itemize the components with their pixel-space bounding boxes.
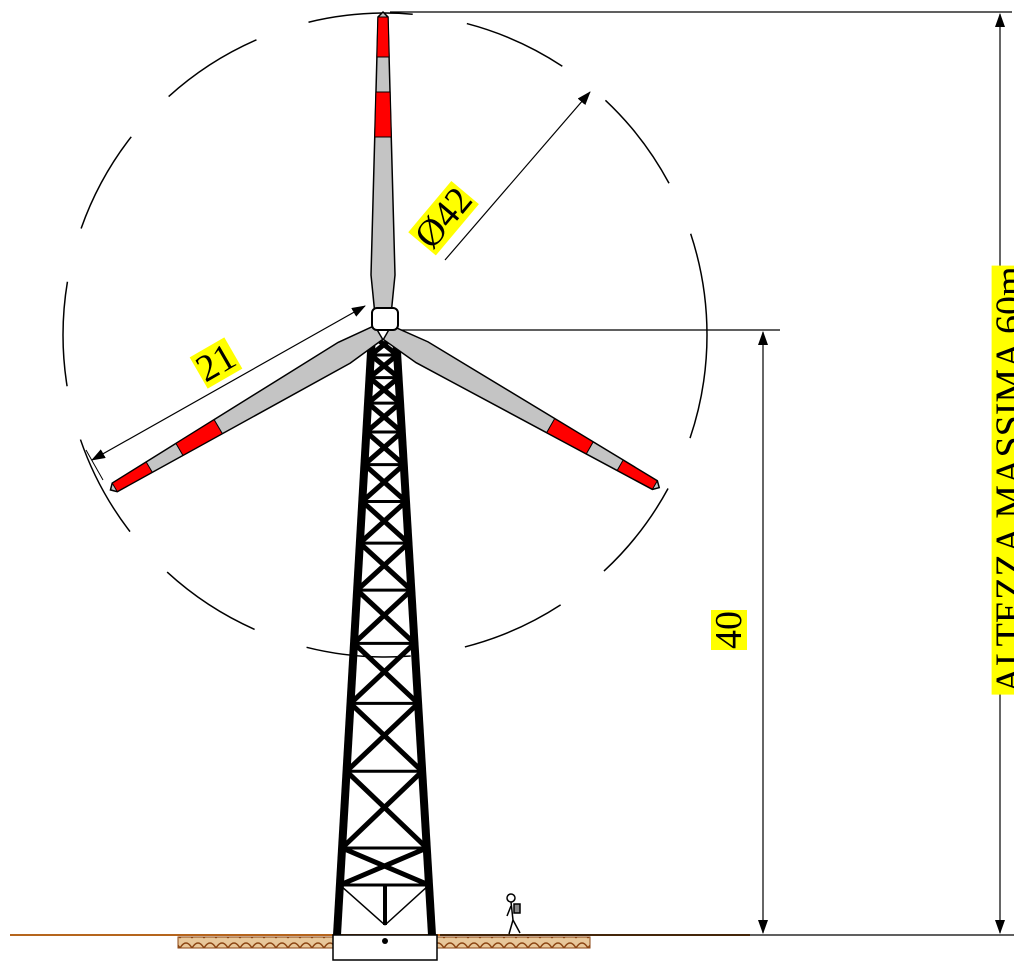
person bbox=[507, 894, 520, 934]
leg bbox=[396, 335, 432, 935]
red-band bbox=[112, 462, 152, 492]
brace bbox=[347, 771, 427, 848]
rotor bbox=[104, 12, 665, 500]
diameter-leader bbox=[445, 92, 590, 260]
base-brace bbox=[385, 885, 429, 925]
anchor bbox=[382, 938, 388, 944]
red-band bbox=[547, 419, 594, 455]
red-band bbox=[377, 17, 389, 57]
leg bbox=[337, 335, 372, 935]
base-brace bbox=[340, 885, 385, 925]
red-band bbox=[375, 92, 392, 137]
brace bbox=[342, 771, 422, 848]
blade bbox=[371, 12, 395, 315]
red-band bbox=[175, 420, 222, 457]
hub-height-label: 40 bbox=[711, 610, 747, 650]
blade bbox=[104, 322, 384, 500]
turbine-drawing bbox=[0, 0, 1014, 962]
blade-dimension bbox=[92, 306, 365, 460]
blade bbox=[381, 322, 665, 498]
max-height-label: ALTEZZA MASSIMA 60m bbox=[992, 265, 1014, 694]
tower bbox=[337, 335, 432, 944]
nacelle bbox=[372, 308, 398, 330]
brace bbox=[351, 703, 423, 771]
red-band bbox=[617, 460, 658, 490]
drawing: Ø42 21 40 ALTEZZA MASSIMA 60m bbox=[0, 0, 1014, 962]
brace bbox=[347, 703, 419, 771]
